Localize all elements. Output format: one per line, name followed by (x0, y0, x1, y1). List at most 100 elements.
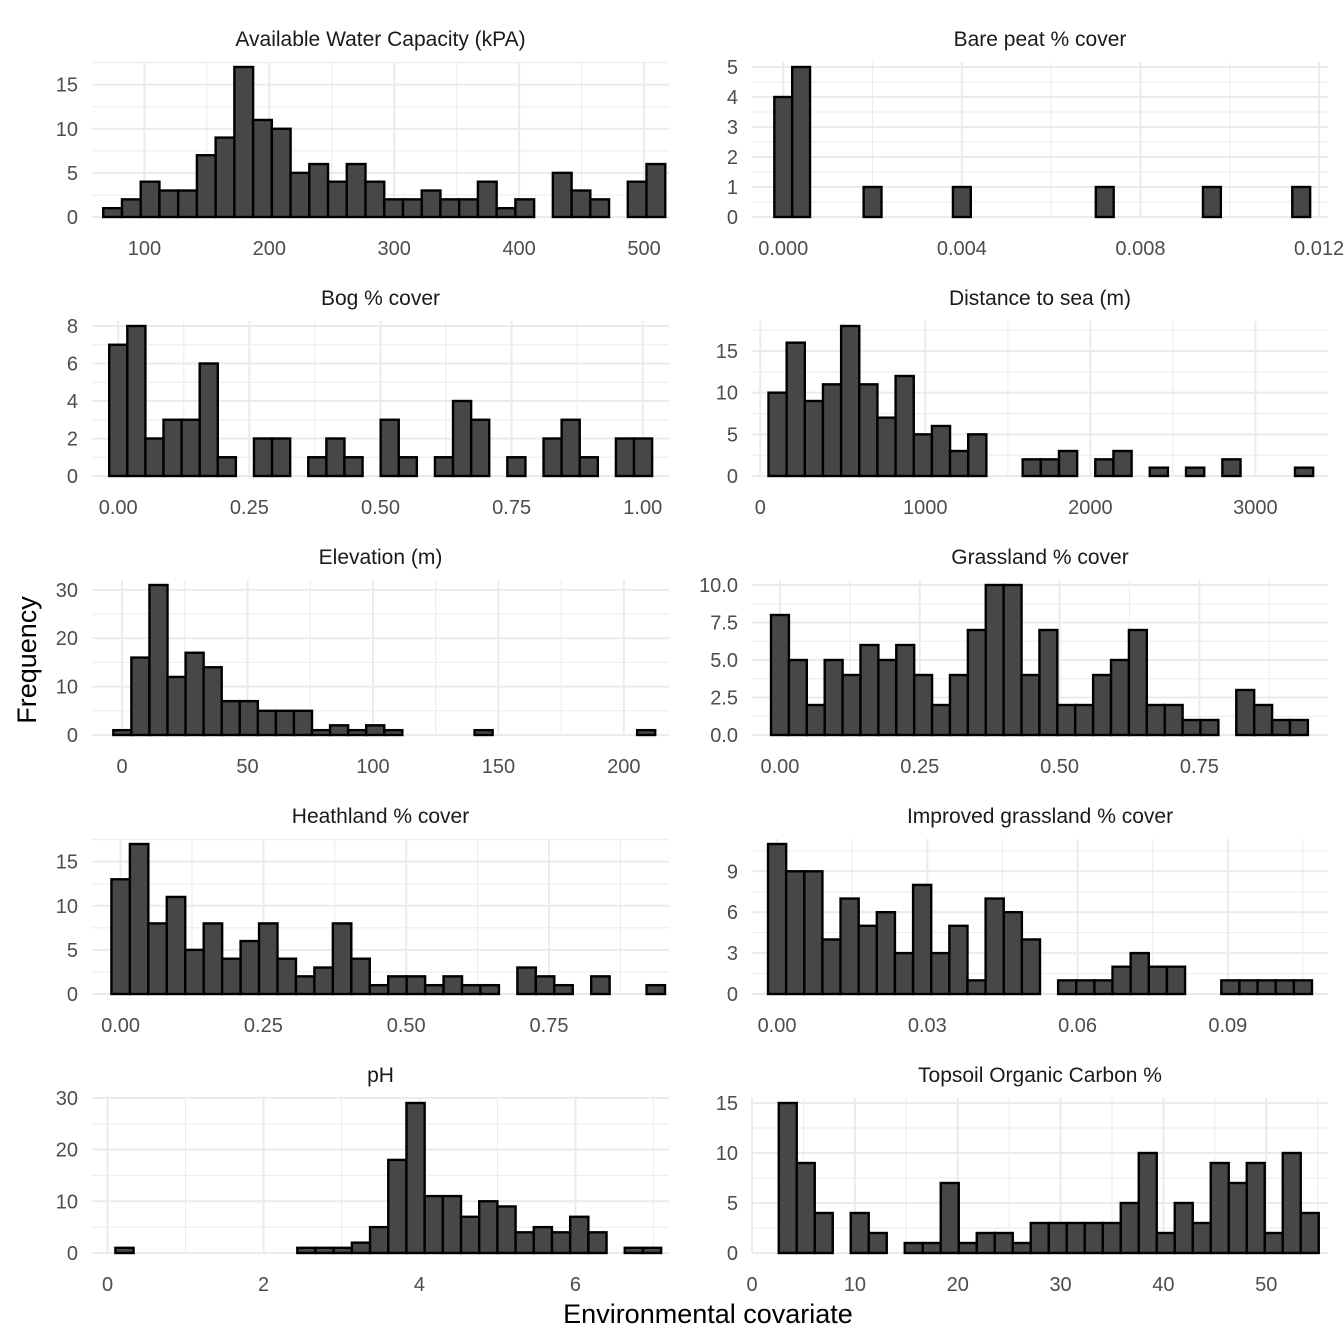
histogram-bar (110, 878, 132, 996)
y-tick-label: 15 (716, 1093, 738, 1115)
histogram-bar (162, 418, 183, 478)
histogram-bar (139, 180, 161, 219)
histogram-bar (473, 728, 494, 737)
histogram-bar (984, 897, 1005, 996)
histogram-bar (1002, 910, 1024, 996)
histogram-bar (1039, 458, 1061, 478)
histogram-bar (405, 975, 427, 996)
histogram-bar (803, 399, 825, 478)
x-tick-label: 6 (570, 1274, 581, 1296)
y-tick-label: 2 (67, 429, 78, 451)
y-tick-label: 5 (67, 940, 78, 962)
panel-title: Heathland % cover (292, 805, 469, 828)
panel-title: Available Water Capacity (kPA) (235, 28, 525, 51)
histogram-bar (423, 1194, 445, 1255)
histogram-bar (397, 456, 419, 478)
histogram-bar (506, 456, 527, 478)
histogram-bar (1101, 1221, 1122, 1255)
histogram-bar (1281, 1151, 1302, 1255)
histogram-bar (328, 724, 350, 737)
histogram-bar (984, 583, 1005, 737)
x-tick-label: 0.06 (1058, 1015, 1097, 1037)
x-tick-label: 0.75 (530, 1015, 569, 1037)
histogram-bar (1137, 1151, 1158, 1255)
x-tick-label: 0 (117, 756, 128, 778)
y-tick-label: 2.5 (710, 688, 738, 710)
histogram-bar (216, 456, 238, 478)
histogram-bar (343, 456, 364, 478)
histogram-bar (766, 842, 788, 996)
histogram-bar (614, 437, 636, 478)
histogram-bar (1093, 979, 1114, 996)
x-tick-label: 4 (414, 1274, 425, 1296)
histogram-bar (184, 948, 205, 996)
histogram-bar (1147, 965, 1169, 996)
histogram-bar (1083, 1221, 1104, 1255)
histogram-bar (948, 449, 970, 478)
histogram-bar (1252, 703, 1274, 737)
histogram-bar (1155, 1231, 1176, 1255)
histogram-panel: 0 1 2 3 4 5 0.000 0.004 0.008 0.012 Bare peat % co… (727, 28, 1344, 260)
x-tick-label: 200 (253, 238, 286, 260)
histogram-bar (1111, 965, 1132, 996)
y-tick-label: 2 (727, 147, 738, 169)
histogram-bar (894, 374, 915, 478)
x-tick-label: 40 (1152, 1274, 1174, 1296)
histogram-bar (1181, 718, 1202, 737)
histogram-bar (1209, 1161, 1230, 1255)
histogram-bar (857, 924, 879, 996)
histogram-bar (839, 897, 860, 996)
histogram-bar (314, 1246, 335, 1255)
histogram-bar (294, 975, 316, 996)
histogram-bar (767, 391, 788, 478)
histogram-bar (379, 418, 400, 478)
x-tick-label: 1000 (903, 497, 948, 519)
histogram-bar (1288, 718, 1310, 737)
histogram-bar (114, 1246, 135, 1255)
histogram-bar (1094, 458, 1115, 478)
y-tick-label: 10.0 (699, 575, 738, 597)
histogram-bar (930, 951, 951, 996)
histogram-bar (1002, 583, 1023, 737)
histogram-bar (645, 983, 667, 996)
histogram-bar (469, 418, 491, 478)
histogram-bar (930, 703, 952, 737)
panel-title: Grassland % cover (951, 546, 1128, 569)
histogram-bar (1057, 449, 1079, 478)
histogram-bar (1038, 628, 1059, 737)
x-tick-label: 100 (128, 238, 161, 260)
x-tick-label: 0.000 (758, 238, 808, 260)
histogram-bar (568, 1215, 590, 1255)
y-tick-label: 0 (727, 1243, 738, 1265)
histogram-bar (1163, 703, 1184, 737)
histogram-bar (1029, 1221, 1050, 1255)
histogram-bar (903, 1241, 924, 1255)
y-tick-label: 0 (67, 725, 78, 747)
y-tick-label: 0 (67, 984, 78, 1006)
histogram-bar (805, 703, 826, 737)
histogram-bar (948, 673, 970, 737)
histogram-bar (387, 975, 408, 996)
histogram-bar (251, 118, 274, 219)
histogram-bar (967, 433, 988, 478)
y-tick-label: 8 (67, 316, 78, 338)
histogram-bar (331, 922, 353, 996)
histogram-bar (1127, 628, 1149, 737)
x-tick-label: 10 (844, 1274, 866, 1296)
histogram-bar (1056, 703, 1077, 737)
histogram-bar (495, 206, 517, 219)
x-tick-label: 0.012 (1294, 238, 1344, 260)
histogram-bar (895, 643, 916, 737)
y-tick-label: 10 (56, 677, 78, 699)
histogram-bar (220, 957, 242, 996)
y-tick-label: 6 (727, 902, 738, 924)
histogram-bar (803, 870, 824, 996)
y-tick-label: 5 (727, 57, 738, 79)
histogram-bar (841, 673, 862, 737)
histogram-bar (332, 1246, 354, 1255)
histogram-bar (459, 1215, 481, 1255)
histogram-bar (877, 658, 898, 737)
x-tick-label: 0.09 (1208, 1015, 1247, 1037)
histogram-bar (1227, 1181, 1248, 1255)
histogram-bar (553, 983, 574, 996)
